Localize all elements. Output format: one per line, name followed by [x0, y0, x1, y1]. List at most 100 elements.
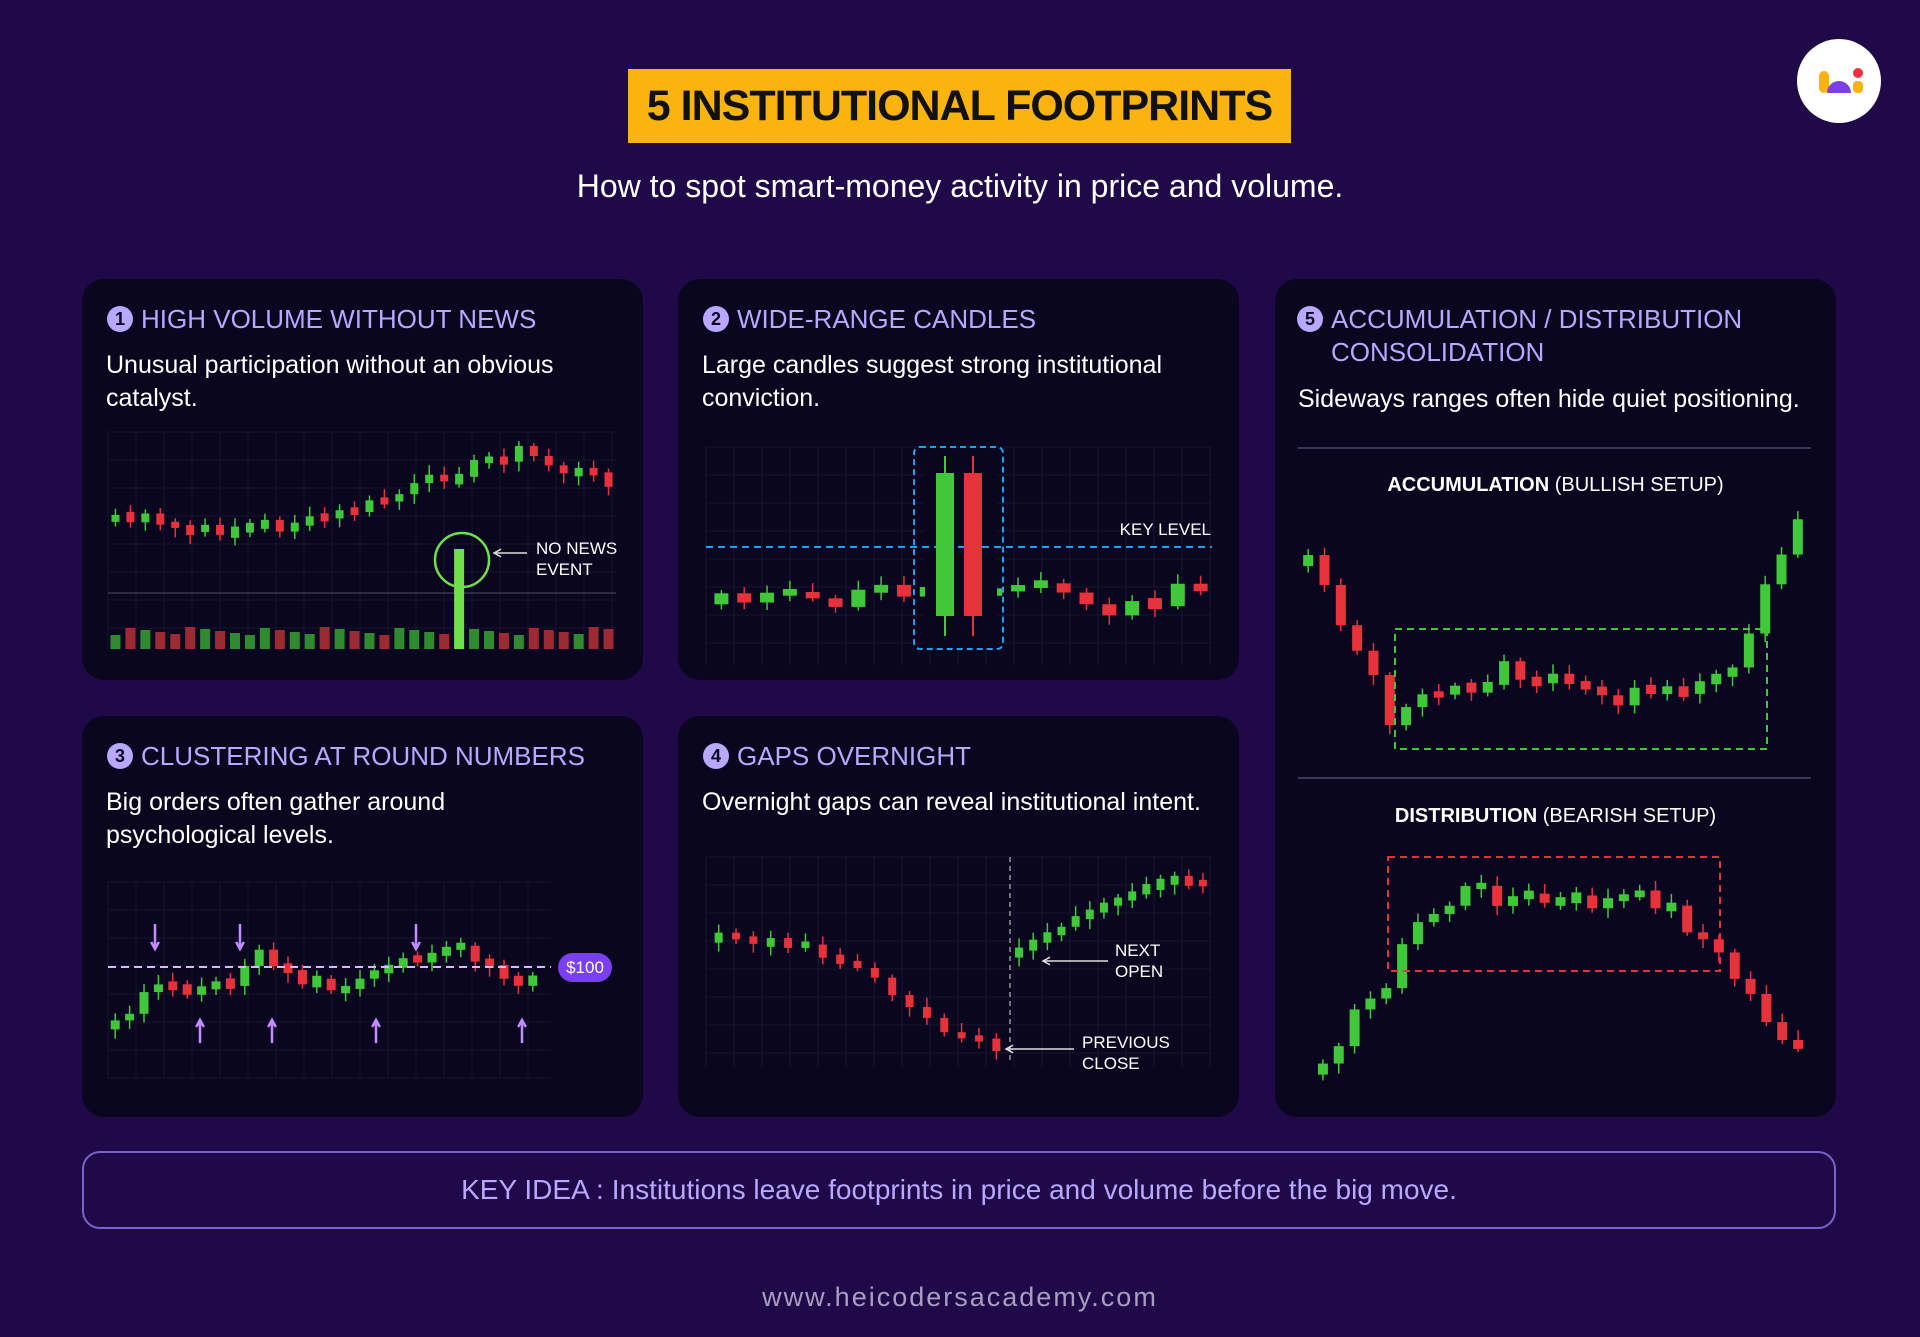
arrow-head — [150, 941, 160, 952]
candle — [201, 524, 210, 533]
candle — [1384, 674, 1395, 726]
candle — [1142, 883, 1151, 895]
candle — [870, 968, 879, 978]
highlight-box — [913, 446, 1004, 650]
annotation: PREVIOUS — [1082, 1033, 1170, 1052]
candle — [427, 952, 437, 963]
candle — [1650, 890, 1661, 909]
candle — [805, 592, 820, 599]
candle — [1662, 686, 1673, 695]
candle — [485, 456, 493, 463]
panel-note: (BULLISH SETUP) — [1554, 474, 1724, 496]
candle — [211, 981, 221, 990]
title-box: 5 INSTITUTIONAL FOOTPRINTS — [628, 69, 1291, 143]
candle — [139, 992, 149, 1014]
candle — [801, 941, 810, 948]
candle — [1412, 922, 1423, 945]
candle — [141, 513, 150, 523]
volume-bar — [215, 631, 226, 649]
key-idea-box: KEY IDEA : Institutions leave footprints … — [82, 1151, 1836, 1229]
candle — [1335, 585, 1346, 626]
volume-bar — [289, 632, 300, 649]
candle — [1629, 687, 1640, 706]
candle — [1618, 894, 1629, 902]
candle — [1011, 585, 1026, 592]
candle — [1156, 878, 1165, 890]
card-title: CLUSTERING AT ROUND NUMBERS — [141, 741, 585, 771]
candle — [216, 524, 225, 535]
volume-bar — [140, 630, 151, 649]
candle — [1381, 988, 1392, 999]
candle — [369, 970, 379, 979]
annotation: CLOSE — [1082, 1054, 1140, 1073]
candle — [1564, 673, 1575, 685]
candle — [1761, 993, 1772, 1023]
candle — [529, 445, 538, 456]
volume-bar — [558, 632, 569, 649]
volume-bar — [424, 632, 435, 649]
key-idea-text: Institutions leave footprints in price a… — [611, 1174, 1457, 1205]
candle — [1102, 604, 1117, 616]
candle — [1303, 555, 1314, 567]
candle — [604, 472, 613, 487]
volume-bar — [439, 634, 450, 649]
logo-mark — [1819, 68, 1863, 93]
candle — [1450, 685, 1461, 695]
volume-bar — [409, 630, 420, 649]
card-number: 5 — [1297, 306, 1323, 332]
candle — [1745, 978, 1756, 994]
candle — [574, 467, 583, 477]
panel-name: DISTRIBUTION — [1394, 805, 1538, 827]
card-heading: 2 WIDE-RANGE CANDLES — [703, 303, 1223, 336]
candle — [341, 985, 351, 994]
volume-bar — [394, 628, 405, 649]
volume-bar — [379, 635, 390, 649]
candle — [197, 986, 207, 995]
annotation: NO NEWS — [536, 539, 618, 558]
candle — [784, 938, 793, 948]
candle — [1079, 592, 1094, 605]
candle — [111, 514, 120, 522]
candle — [290, 522, 299, 532]
candle — [455, 473, 464, 485]
candle — [1043, 932, 1052, 943]
candle — [1539, 893, 1550, 903]
candle — [126, 511, 135, 523]
candle — [1603, 898, 1614, 909]
candle — [1401, 707, 1412, 726]
candle — [153, 984, 163, 993]
candle — [528, 975, 538, 986]
candle — [714, 593, 729, 605]
candle — [410, 483, 419, 495]
volume-bar — [200, 629, 211, 649]
candle — [1460, 886, 1471, 906]
volume-bar — [454, 549, 465, 649]
candle — [964, 473, 982, 616]
volume-bar — [543, 630, 554, 649]
candle — [1793, 1039, 1804, 1049]
candle — [1085, 909, 1094, 920]
volume-bar — [259, 628, 270, 649]
volume-bar — [588, 627, 599, 649]
volume-bar — [349, 631, 360, 649]
candle — [1729, 952, 1740, 979]
candle — [1743, 633, 1754, 668]
range-box — [1394, 628, 1768, 750]
volume-bar — [364, 633, 375, 649]
candle — [1433, 691, 1444, 698]
candle — [1580, 681, 1591, 690]
candle — [326, 978, 336, 991]
candle — [1417, 694, 1428, 708]
candle — [1482, 681, 1493, 693]
candle — [1368, 650, 1379, 675]
candle — [1634, 890, 1645, 898]
candle — [1777, 1022, 1788, 1040]
arrow-head — [517, 1017, 527, 1028]
candle — [1114, 897, 1123, 906]
card-heading: 1 HIGH VOLUME WITHOUT NEWS — [107, 303, 627, 336]
candle — [1523, 890, 1534, 900]
candle — [1317, 1063, 1328, 1075]
volume-bar — [274, 630, 285, 649]
candle — [1099, 902, 1108, 913]
candle — [1645, 684, 1656, 695]
